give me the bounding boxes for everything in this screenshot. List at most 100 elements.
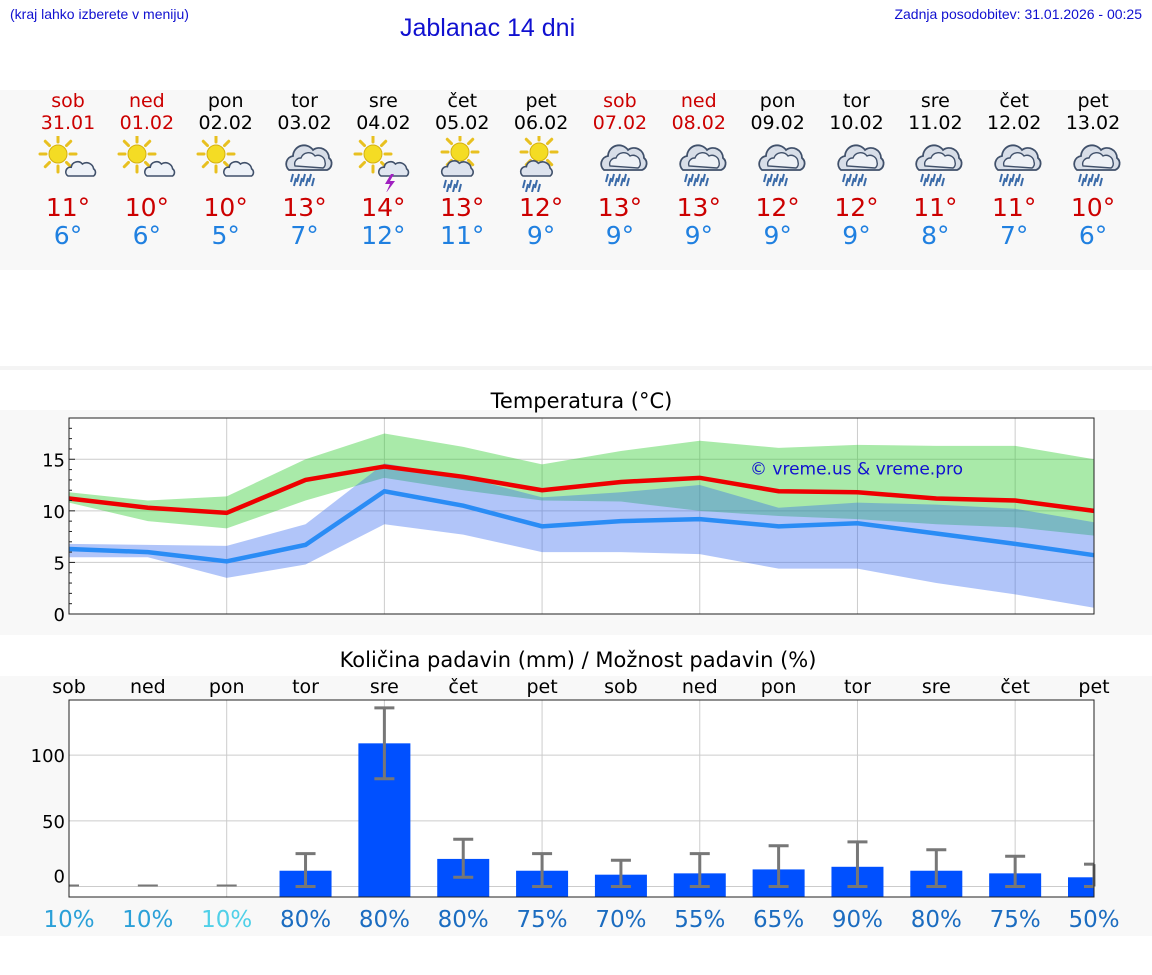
forecast-day: pet 13.02 10° 6° — [1053, 90, 1133, 250]
min-temp: 9° — [842, 221, 871, 250]
min-temp: 9° — [526, 221, 556, 250]
y-tick-label: 0 — [54, 866, 65, 887]
min-temp: 7° — [999, 221, 1029, 250]
precip-chance-label: 75% — [990, 907, 1041, 933]
precip-chance-label: 80% — [359, 907, 410, 933]
forecast-day: pet 06.02 12° 9° — [501, 90, 581, 250]
max-temp: 12° — [834, 193, 879, 222]
forecast-day: sob 07.02 13° 9° — [580, 90, 660, 250]
plot-area — [69, 418, 1094, 614]
min-temp: 9° — [684, 221, 713, 250]
category-label: ned — [130, 676, 166, 698]
max-temp: 11° — [913, 193, 958, 222]
forecast-day: čet 12.02 11° 7° — [974, 90, 1054, 250]
forecast-day: pon 09.02 12° 9° — [738, 90, 818, 250]
forecast-day: tor 10.02 12° 9° — [817, 90, 897, 250]
max-temp: 13° — [597, 193, 643, 222]
day-name: sre — [368, 90, 398, 112]
day-date: 31.01 — [40, 112, 96, 134]
precip-chance-label: 10% — [201, 907, 252, 933]
day-date: 02.02 — [198, 112, 253, 134]
y-tick-label: 15 — [42, 450, 65, 471]
precip-chance-label: 10% — [43, 907, 94, 933]
min-temp: 6° — [132, 221, 162, 250]
day-name: sre — [920, 90, 950, 112]
day-name: pon — [759, 90, 796, 112]
min-temp-line — [68, 488, 1095, 564]
max-temp-line — [68, 464, 1095, 516]
chart-title: Količina padavin (mm) / Možnost padavin … — [340, 648, 817, 672]
rain-cloud-icon — [600, 144, 648, 187]
temperature-chart: Temperatura (°C) 0 5 10 15 © vreme.us & vreme… — [42, 389, 1095, 626]
day-date: 09.02 — [750, 112, 805, 134]
max-temp: 12° — [518, 193, 564, 222]
day-date: 11.02 — [908, 112, 963, 134]
forecast-day: pon 02.02 10° 5° — [186, 90, 266, 250]
day-name: tor — [291, 90, 318, 112]
y-tick-label: 100 — [31, 746, 65, 767]
forecast-day: ned 01.02 10° 6° — [107, 90, 187, 250]
day-date: 05.02 — [435, 112, 490, 134]
max-temp: 11° — [992, 193, 1037, 222]
category-label: pon — [209, 676, 245, 698]
precip-chance-label: 90% — [832, 907, 883, 933]
rain-cloud-icon — [757, 144, 806, 187]
forecast-day: čet 05.02 13° 11° — [422, 90, 502, 250]
precip-chance-label: 80% — [280, 907, 331, 933]
day-name: pet — [1077, 90, 1109, 112]
y-tick-label: 50 — [42, 812, 65, 833]
day-date: 10.02 — [829, 112, 884, 134]
day-name: ned — [128, 90, 165, 112]
category-label: sre — [370, 676, 399, 698]
sun-cloud-icon — [117, 136, 176, 177]
category-label: sob — [604, 676, 638, 698]
day-date: 12.02 — [986, 112, 1042, 134]
sun-thunder-icon — [353, 136, 410, 192]
category-label: sob — [52, 676, 86, 698]
max-temp: 13° — [282, 193, 327, 222]
precip-bar — [1068, 877, 1094, 897]
sun-cloud-icon — [38, 136, 97, 177]
max-temp: 12° — [755, 193, 800, 222]
max-temp: 10° — [124, 193, 169, 222]
max-temp: 10° — [203, 193, 248, 222]
max-temp: 13° — [676, 193, 721, 222]
max-temp: 10° — [1070, 193, 1116, 222]
chart-title: Temperatura (°C) — [490, 389, 673, 413]
precip-chance-label: 70% — [595, 907, 646, 933]
day-name: pet — [525, 90, 557, 112]
forecast-day: sre 04.02 14° 12° — [343, 90, 423, 250]
sun-cloud-icon — [196, 136, 254, 177]
category-label: ned — [682, 676, 718, 698]
min-temp: 7° — [290, 221, 319, 250]
day-name: čet — [999, 90, 1029, 112]
day-name: tor — [843, 90, 870, 112]
min-temp: 12° — [361, 221, 406, 250]
day-name: čet — [447, 90, 478, 112]
min-temp: 9° — [763, 221, 792, 250]
last-updated: Zadnja posodobitev: 31.01.2026 - 00:25 — [894, 6, 1142, 22]
precip-chance-label: 80% — [911, 907, 962, 933]
day-name: ned — [680, 90, 717, 112]
day-date: 06.02 — [513, 112, 569, 134]
min-temp: 9° — [605, 221, 635, 250]
rain-cloud-icon — [1073, 144, 1121, 187]
min-temp: 11° — [440, 221, 485, 250]
max-temp: 13° — [440, 193, 485, 222]
watermark: © vreme.us & vreme.pro — [750, 460, 963, 480]
day-name: sob — [603, 90, 637, 112]
y-tick-label: 0 — [54, 605, 65, 626]
category-label: čet — [1000, 676, 1030, 698]
max-temp: 11° — [45, 193, 91, 222]
forecast-day: sre 11.02 11° 8° — [895, 90, 975, 250]
day-name: pon — [207, 90, 244, 112]
plot-frame — [68, 699, 1095, 898]
day-name: sob — [51, 90, 85, 112]
category-label: pon — [761, 676, 797, 698]
category-label: sre — [922, 676, 951, 698]
category-label: čet — [448, 676, 478, 698]
day-date: 13.02 — [1065, 112, 1121, 134]
y-tick-label: 10 — [42, 502, 65, 523]
min-temp: 6° — [1078, 221, 1108, 250]
rain-cloud-icon — [284, 144, 333, 187]
